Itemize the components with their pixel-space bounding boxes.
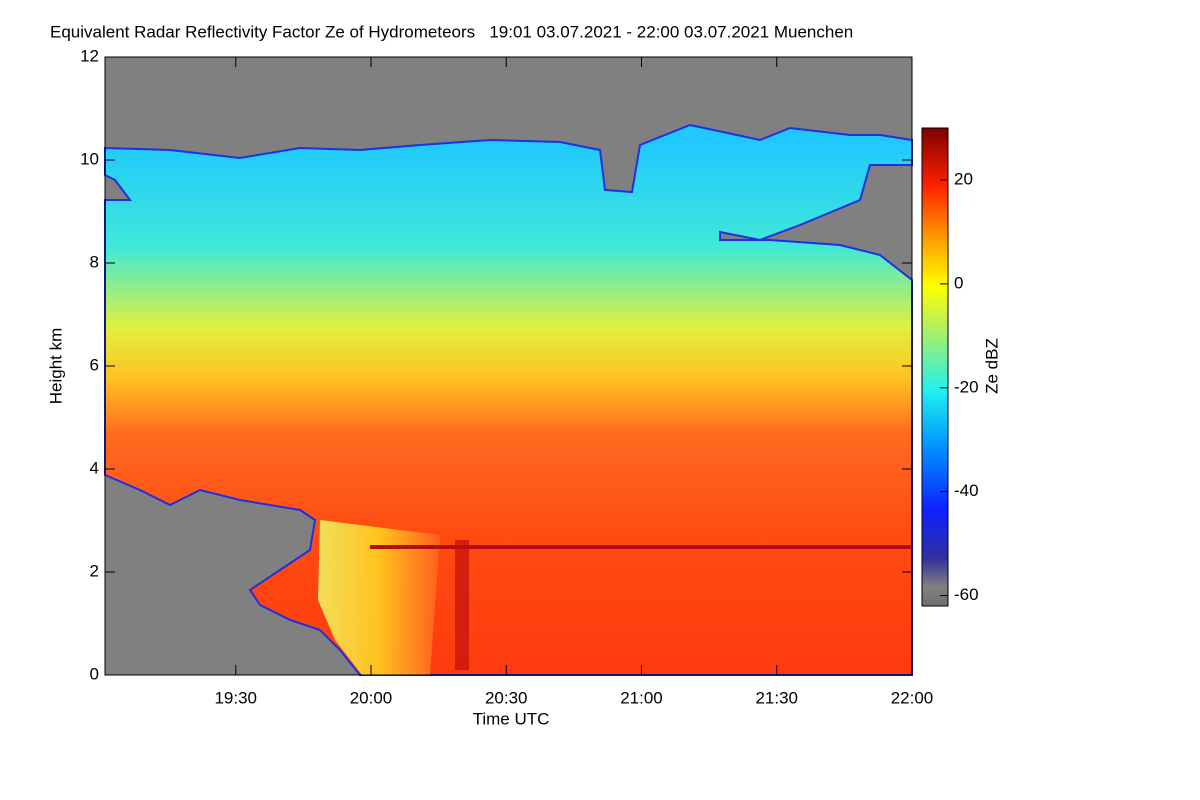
y-tick-label: 8 bbox=[90, 252, 99, 271]
colorbar-label: Ze dBZ bbox=[982, 338, 1001, 394]
y-tick-label: 10 bbox=[80, 149, 99, 168]
y-tick-label: 2 bbox=[90, 561, 99, 580]
y-tick-label: 6 bbox=[90, 355, 99, 374]
rain-streak bbox=[455, 540, 469, 670]
chart-title: Equivalent Radar Reflectivity Factor Ze … bbox=[50, 22, 853, 41]
y-tick-label: 12 bbox=[80, 46, 99, 65]
x-tick-label: 20:30 bbox=[485, 688, 528, 707]
x-axis-label: Time UTC bbox=[473, 709, 550, 728]
x-tick-label: 19:30 bbox=[214, 688, 257, 707]
x-tick-label: 21:30 bbox=[755, 688, 798, 707]
colorbar-tick-label: -40 bbox=[954, 481, 979, 500]
y-tick-label: 4 bbox=[90, 458, 99, 477]
radar-field bbox=[104, 123, 913, 676]
colorbar bbox=[921, 127, 949, 607]
y-tick-label: 0 bbox=[90, 664, 99, 683]
y-axis-label: Height km bbox=[46, 328, 65, 405]
colorbar-tick-label: -60 bbox=[954, 585, 979, 604]
colorbar-tick-label: -20 bbox=[954, 377, 979, 396]
rain-region bbox=[318, 520, 440, 675]
x-tick-label: 22:00 bbox=[891, 688, 934, 707]
x-tick-label: 20:00 bbox=[350, 688, 393, 707]
colorbar-tick-label: 20 bbox=[954, 169, 973, 188]
colorbar-tick-label: 0 bbox=[954, 273, 963, 292]
x-tick-label: 21:00 bbox=[620, 688, 663, 707]
